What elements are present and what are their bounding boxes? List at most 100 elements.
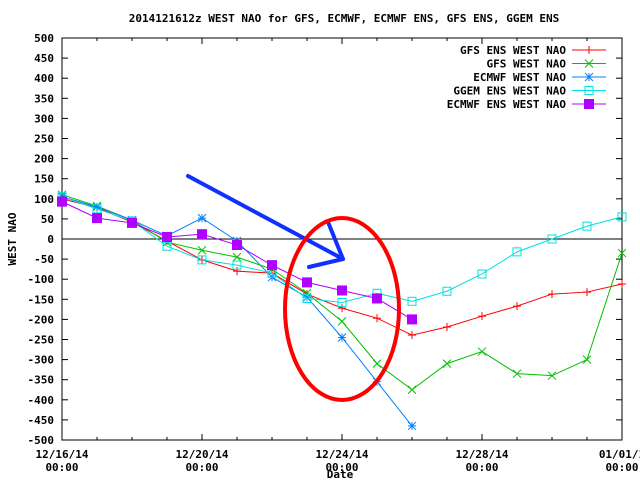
- x-tick-label-date: 12/20/14: [176, 448, 229, 461]
- x-tick-label-time: 00:00: [325, 461, 358, 474]
- data-point-marker: [407, 314, 417, 325]
- legend-label: GFS ENS WEST NAO: [460, 44, 566, 57]
- data-point-marker: [547, 371, 557, 381]
- chart-title: 2014121612z WEST NAO for GFS, ECMWF, ECM…: [129, 12, 559, 25]
- legend-label: GGEM ENS WEST NAO: [453, 85, 566, 98]
- data-point-marker: [408, 331, 416, 340]
- data-point-marker: [92, 213, 102, 224]
- data-point-marker: [583, 288, 591, 297]
- data-point-marker: [512, 369, 522, 379]
- data-point-marker: [442, 359, 452, 368]
- legend-marker-icon: [584, 99, 594, 109]
- y-tick-label: -150: [28, 293, 55, 306]
- x-tick-label-time: 00:00: [605, 461, 638, 474]
- y-tick-label: 50: [41, 213, 54, 226]
- data-point-marker: [197, 255, 207, 265]
- data-point-marker: [338, 304, 346, 313]
- y-tick-label: -100: [28, 273, 55, 286]
- y-tick-label: 100: [34, 193, 54, 206]
- data-point-marker: [302, 277, 312, 288]
- data-point-marker: [582, 221, 592, 231]
- annotation-arrow-head-icon: [307, 220, 345, 269]
- data-point-marker: [617, 248, 627, 258]
- legend-marker-icon: [584, 72, 594, 82]
- legend-label: ECMWF WEST NAO: [473, 71, 566, 84]
- data-point-marker: [197, 245, 207, 255]
- y-axis-label: WEST NAO: [6, 212, 19, 265]
- data-point-marker: [233, 267, 241, 276]
- y-tick-label: 150: [34, 173, 54, 186]
- x-axis-label: Date: [327, 468, 354, 480]
- y-tick-label: -400: [28, 394, 55, 407]
- legend-label: ECMWF ENS WEST NAO: [447, 98, 567, 111]
- data-point-marker: [372, 359, 382, 368]
- y-tick-label: -50: [34, 253, 54, 266]
- data-point-marker: [337, 285, 347, 296]
- x-tick-label-time: 00:00: [45, 461, 78, 474]
- data-point-marker: [197, 213, 207, 223]
- legend-marker-icon: [585, 46, 593, 54]
- y-tick-label: 0: [47, 233, 54, 246]
- data-point-marker: [477, 347, 487, 356]
- data-point-marker: [582, 355, 592, 364]
- y-tick-label: -450: [28, 414, 55, 427]
- data-point-marker: [478, 312, 486, 321]
- x-tick-label-date: 12/24/14: [316, 448, 369, 461]
- y-tick-label: 400: [34, 72, 54, 85]
- legend-marker-icon: [584, 59, 594, 68]
- y-tick-label: -300: [28, 354, 55, 367]
- data-point-marker: [337, 333, 347, 342]
- data-point-marker: [407, 421, 417, 431]
- data-point-marker: [477, 269, 487, 279]
- data-point-marker: [617, 212, 627, 222]
- data-point-marker: [232, 260, 242, 270]
- x-tick-label-date: 12/28/14: [456, 448, 509, 461]
- annotation-arrow-shaft: [186, 174, 345, 261]
- data-point-marker: [92, 204, 102, 214]
- x-tick-label-date: 01/01/1: [599, 448, 640, 461]
- y-tick-label: 300: [34, 112, 54, 125]
- data-point-marker: [512, 247, 522, 257]
- data-point-marker: [548, 290, 556, 299]
- data-point-marker: [407, 296, 417, 306]
- legend-label: GFS WEST NAO: [487, 58, 567, 71]
- y-tick-label: -350: [28, 374, 55, 387]
- y-tick-label: 350: [34, 92, 54, 105]
- y-tick-label: 250: [34, 133, 54, 146]
- data-point-marker: [232, 252, 242, 262]
- series-line-2: [61, 196, 413, 427]
- y-tick-label: 450: [34, 52, 54, 65]
- series-line-4: [61, 201, 413, 320]
- data-point-marker: [127, 217, 137, 228]
- data-point-marker: [302, 293, 312, 303]
- data-point-marker: [442, 286, 452, 296]
- y-tick-label: -250: [28, 334, 55, 347]
- data-point-marker: [162, 231, 172, 242]
- data-point-marker: [337, 298, 347, 308]
- data-point-marker: [197, 229, 207, 240]
- y-tick-label: 200: [34, 153, 54, 166]
- data-point-marker: [407, 385, 417, 395]
- data-point-marker: [513, 302, 521, 311]
- data-point-marker: [373, 314, 381, 323]
- data-point-marker: [618, 280, 626, 289]
- legend-marker-icon: [584, 86, 594, 95]
- x-tick-label-date: 12/16/14: [36, 448, 89, 461]
- x-tick-label-time: 00:00: [185, 461, 218, 474]
- y-tick-label: -200: [28, 313, 55, 326]
- y-tick-label: 500: [34, 32, 54, 45]
- y-tick-label: -500: [28, 434, 55, 447]
- data-point-marker: [443, 323, 451, 332]
- data-point-marker: [337, 317, 347, 326]
- data-point-marker: [267, 260, 277, 271]
- data-point-marker: [232, 240, 242, 251]
- data-point-marker: [162, 241, 172, 251]
- x-tick-label-time: 00:00: [465, 461, 498, 474]
- data-point-marker: [57, 196, 67, 207]
- annotation-ellipse: [283, 216, 401, 402]
- data-point-marker: [372, 293, 382, 304]
- series-line-3: [61, 196, 623, 304]
- data-point-marker: [547, 234, 557, 244]
